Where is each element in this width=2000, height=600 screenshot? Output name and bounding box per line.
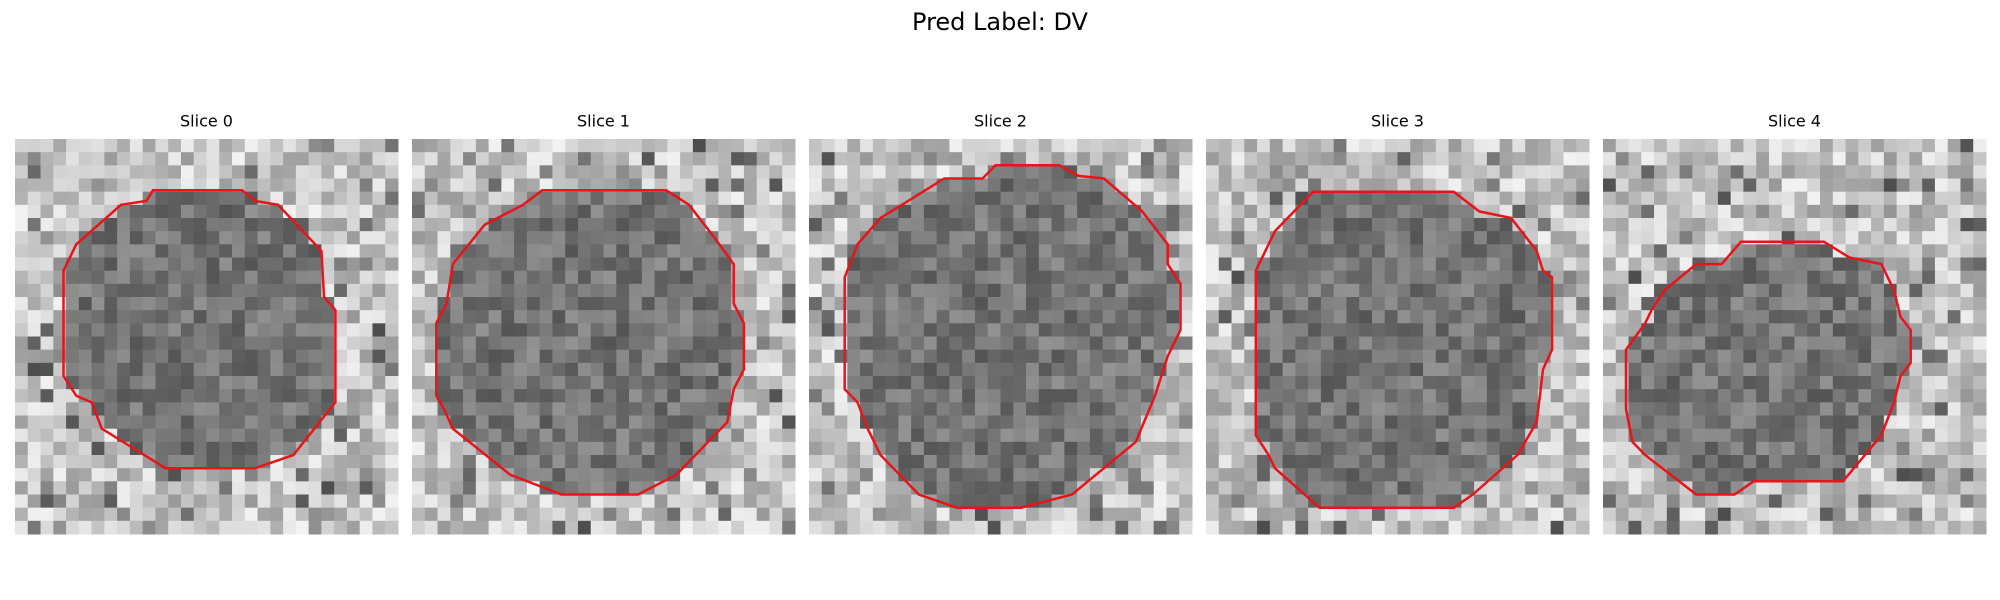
slice-panel: Slice 2: [809, 112, 1193, 535]
figure-title: Pred Label: DV: [912, 8, 1089, 36]
slice-panel: Slice 1: [412, 112, 796, 535]
slice-title: Slice 1: [577, 112, 630, 131]
contour: [1624, 240, 1912, 496]
slice-title: Slice 2: [974, 112, 1027, 131]
slice-title: Slice 0: [180, 112, 233, 131]
slice-image: [412, 139, 796, 535]
slice-image: [15, 139, 399, 535]
slice-title: Slice 4: [1768, 112, 1821, 131]
contour: [62, 189, 337, 470]
slice-panel: Slice 3: [1206, 112, 1590, 535]
slice-title: Slice 3: [1371, 112, 1424, 131]
slice-image: [1603, 139, 1987, 535]
contour: [843, 164, 1182, 509]
contour: [435, 189, 746, 496]
slice-panel: Slice 4: [1603, 112, 1987, 535]
contour: [1254, 190, 1554, 509]
slice-image: [809, 139, 1193, 535]
slice-panel: Slice 0: [15, 112, 399, 535]
slice-image: [1206, 139, 1590, 535]
